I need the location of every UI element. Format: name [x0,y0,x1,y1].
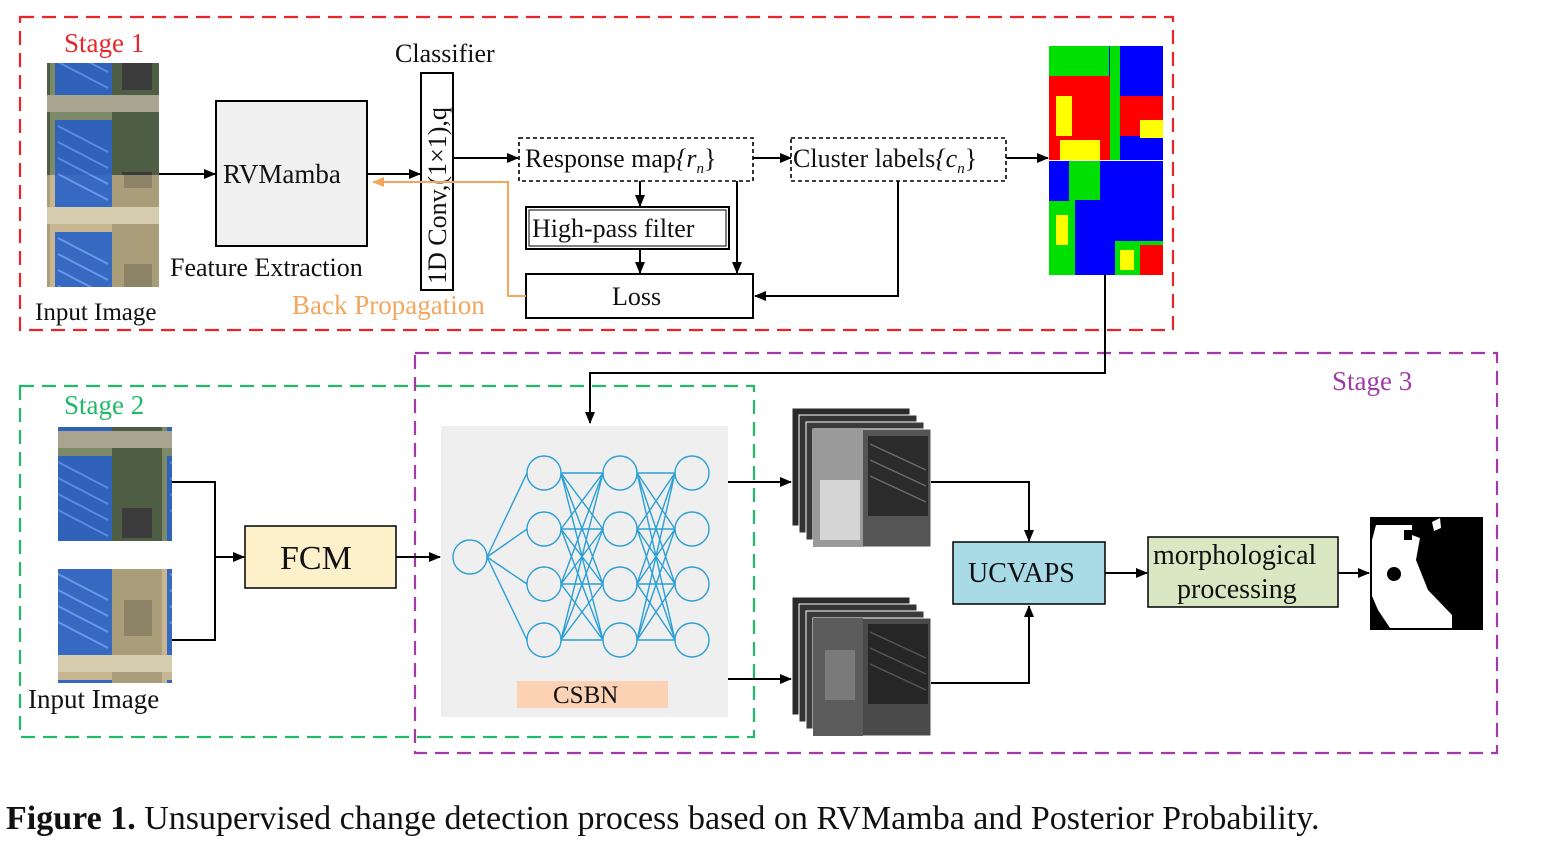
network-edge [486,528,528,558]
fcm-block [244,525,397,589]
rvmamba-block [215,100,368,247]
morph-label-line2: processing [1177,574,1297,605]
morphological-processing-block [1147,536,1339,608]
stage2-input-image-t2 [58,569,172,683]
network-node [602,566,638,602]
network-edge [486,556,528,585]
network-edge [486,556,528,641]
network-node [526,566,562,602]
network-node [602,511,638,547]
stage1-region [18,15,1175,332]
high-pass-filter-block [525,206,730,250]
network-edge [560,472,604,641]
network-node [452,539,488,575]
network-node [526,622,562,658]
network-edge [560,583,604,641]
csbn-label-bg [517,681,668,708]
high-pass-filter-label: High-pass filter [532,214,695,243]
arrow-cluster-to-loss [754,181,899,301]
stage2-label: Stage 2 [64,390,144,420]
arrow-stack-top-to-ucvaps [931,481,1034,542]
network-node [602,622,638,658]
network-edge [636,472,676,641]
network-node [526,455,562,491]
back-propagation-label: Back Propagation [292,290,485,320]
response-map-block [518,137,754,182]
figure-caption-label: Figure 1. [6,800,136,837]
stage2-region [18,384,756,739]
probability-stack-top [791,407,932,548]
stage1-input-image-t1 [47,63,159,175]
figure-caption: Figure 1. Unsupervised change detection … [6,800,1546,838]
network-node [674,566,710,602]
ucvaps-label: UCVAPS [968,558,1075,589]
network-edge [636,583,676,641]
feature-extraction-label: Feature Extraction [170,253,363,282]
arrow-stack-bottom-to-ucvaps [931,605,1034,684]
connector-input-t1 [172,481,216,641]
stage3-label: Stage 3 [1332,366,1412,396]
network-edge [486,472,528,558]
cluster-map-t2 [1049,161,1163,275]
network-edge [636,528,676,641]
stage1-input-label: Input Image [35,299,156,326]
stage2-input-label: Input Image [28,684,159,714]
network-edge [636,472,676,530]
morph-label-line1: morphological [1153,540,1317,571]
probability-stack-bottom [791,596,932,737]
figure-caption-text: Unsupervised change detection process ba… [135,800,1320,837]
csbn-label: CSBN [553,682,618,709]
loss-label: Loss [612,282,661,311]
stage1-input-image-t2 [47,175,159,287]
network-node [602,455,638,491]
network-node [674,622,710,658]
network-node [674,455,710,491]
cluster-map-t1 [1049,46,1163,160]
high-pass-filter-inner [528,209,727,247]
network-edge [560,528,604,641]
stage3-region [413,351,1499,755]
loss-block [525,273,754,319]
response-map-label: Response map{rn} [525,144,716,177]
arrow-maps-to-csbn [585,275,1106,424]
change-detection-result-map [1370,517,1483,630]
back-propagation-arrow [372,177,526,297]
network-edge [560,472,604,530]
network-node [674,511,710,547]
cluster-labels-label: Cluster labels{cn} [793,144,977,177]
network-edge [636,472,676,585]
stage2-input-image-t1 [58,427,172,541]
network-node [526,511,562,547]
rvmamba-label: RVMamba [223,159,341,189]
stage1-label: Stage 1 [64,28,144,58]
classifier-label: Classifier [395,39,495,68]
csbn-network [452,455,710,658]
fcm-label: FCM [280,540,352,577]
conv-label: 1D Conv,(1×1),q [423,107,452,284]
network-edge [560,472,604,585]
